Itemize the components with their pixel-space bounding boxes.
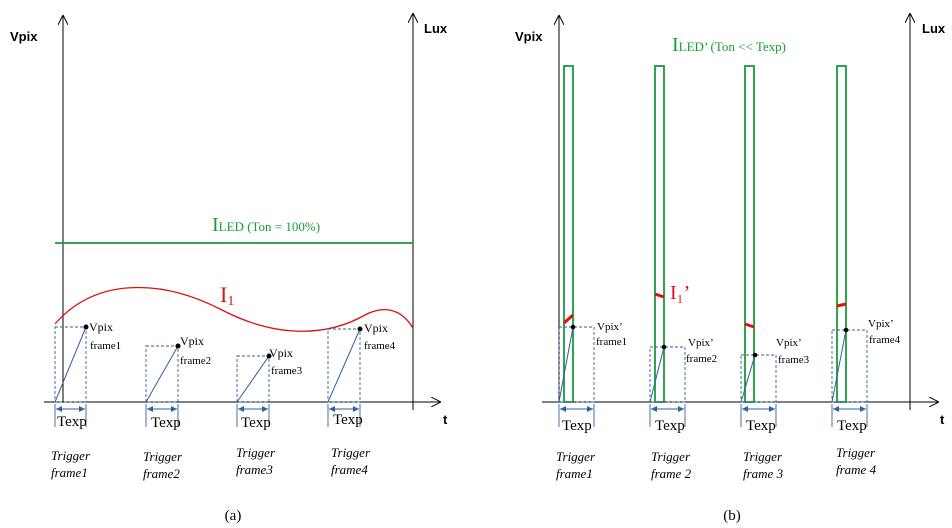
- vpix-ramp: [145, 345, 179, 403]
- texp-label: Texp: [746, 418, 776, 434]
- texp-label: Texp: [562, 418, 592, 434]
- frame-label: frame3: [778, 354, 810, 366]
- trigger-label: Trigger frame3: [236, 445, 278, 477]
- vpix-ramp: [236, 355, 270, 403]
- exposure-window: [145, 345, 179, 403]
- i1-segment: [563, 313, 574, 325]
- exposure-window: [327, 328, 361, 403]
- vpix-ramp: [327, 328, 361, 403]
- i1-segment: [654, 292, 665, 299]
- i1-segment: [836, 302, 847, 308]
- vpix-point: [266, 353, 272, 359]
- trigger-label: Trigger frame 2: [651, 449, 693, 481]
- trigger-label: Trigger frame1: [556, 449, 598, 481]
- texp-label: Texp: [655, 418, 685, 434]
- trigger-label: Trigger frame 3: [743, 449, 785, 481]
- panel-b-y-label: Vpix: [515, 29, 543, 44]
- frame-label: frame1: [90, 340, 121, 352]
- exposure-window: [649, 346, 686, 403]
- panel-a-i1-label: I1: [220, 282, 234, 309]
- panel-a-led-label: ILED (Ton = 100%): [212, 214, 320, 236]
- trigger-label: Trigger frame 4: [836, 445, 878, 477]
- vpix-point: [661, 344, 667, 350]
- panel-b-frame-3: Vpix’ frame3 Texp Trigger frame 3: [740, 337, 810, 481]
- vpix-point: [752, 352, 758, 358]
- panel-b-led-label: ILED’ (Ton << Texp): [672, 34, 786, 56]
- trigger-label: Trigger frame1: [51, 448, 93, 480]
- frame-label: frame4: [869, 334, 901, 346]
- vpix-point: [357, 326, 363, 332]
- vpix-label: Vpix’: [868, 318, 894, 330]
- panel-a-frame-3: Vpix frame3 Texp Trigger frame3: [236, 346, 303, 477]
- i1-segment: [744, 322, 755, 329]
- frame-label: frame2: [180, 355, 211, 367]
- vpix-label: Vpix: [89, 320, 113, 334]
- panel-b-lux-label: Lux: [922, 21, 946, 36]
- vpix-ramp: [740, 354, 756, 403]
- texp-label: Texp: [57, 414, 87, 430]
- texp-label: Texp: [151, 415, 181, 431]
- panel-b-t-label: t: [940, 412, 945, 427]
- panel-b: Vpix Lux t ILED’ (Ton << Texp) I₁’ Vpix’…: [515, 14, 946, 524]
- vpix-label: Vpix: [269, 346, 293, 360]
- panel-a-lux-label: Lux: [424, 21, 448, 36]
- vpix-label: Vpix’: [597, 321, 623, 333]
- panel-b-frame-2: Vpix’ frame2 Texp Trigger frame 2: [649, 337, 717, 481]
- vpix-point: [175, 343, 181, 349]
- vpix-point: [570, 324, 576, 330]
- vpix-point: [83, 324, 89, 330]
- vpix-ramp: [649, 346, 665, 403]
- exposure-window: [558, 326, 595, 403]
- panel-a-frame-2: Vpix frame2 Texp Trigger frame2: [143, 334, 211, 481]
- panel-b-frame-1: Vpix’ frame1 Texp Trigger frame1: [556, 321, 627, 481]
- exposure-window: [54, 326, 87, 403]
- frame-label: frame2: [686, 353, 717, 365]
- vpix-ramp: [558, 326, 574, 403]
- texp-label: Texp: [837, 418, 867, 434]
- panel-a-frame-4: Vpix frame4 Texp Trigger frame4: [327, 321, 396, 477]
- panel-b-caption: (b): [723, 508, 741, 524]
- texp-label: Texp: [333, 412, 363, 428]
- frame-label: frame1: [596, 336, 627, 348]
- exposure-window: [831, 329, 868, 403]
- panel-a-caption: (a): [225, 508, 242, 524]
- texp-label: Texp: [241, 415, 271, 431]
- frame-label: frame3: [271, 365, 303, 377]
- exposure-window: [740, 354, 777, 403]
- panel-b-frame-4: Vpix’ frame4 Texp Trigger frame 4: [831, 318, 901, 477]
- trigger-label: Trigger frame4: [331, 445, 373, 477]
- panel-a-i1-curve: [54, 286, 414, 332]
- vpix-point: [843, 327, 849, 333]
- panel-a-t-label: t: [443, 412, 448, 427]
- vpix-label: Vpix’: [776, 337, 802, 349]
- vpix-ramp: [54, 326, 87, 403]
- trigger-label: Trigger frame2: [143, 449, 185, 481]
- panel-a-frame-1: Vpix frame1 Texp Trigger frame1: [51, 320, 121, 480]
- vpix-ramp: [831, 329, 847, 403]
- panel-a-y-label: Vpix: [10, 29, 38, 44]
- vpix-label: Vpix: [364, 321, 388, 335]
- vpix-label: Vpix: [180, 334, 204, 348]
- exposure-window: [236, 355, 270, 403]
- led-pulse: [744, 65, 755, 403]
- panel-b-i1-label: I₁’: [670, 282, 690, 304]
- panel-a: Vpix Lux t ILED (Ton = 100%) I1 Vpix fra…: [10, 14, 448, 524]
- vpix-label: Vpix’: [688, 337, 714, 349]
- frame-label: frame4: [364, 340, 396, 352]
